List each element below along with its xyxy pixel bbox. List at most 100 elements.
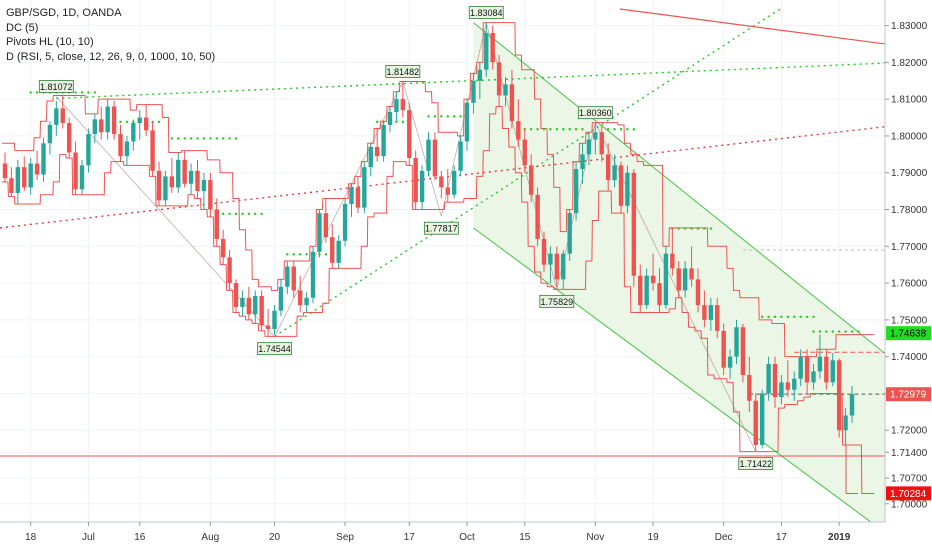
pivot-label-text: 1.77817 (425, 224, 458, 234)
price-tag-box (886, 486, 931, 501)
signal-dot (395, 120, 398, 124)
candle-body (843, 415, 848, 431)
candle-body (676, 268, 681, 291)
candle-body (336, 240, 341, 263)
candle-body (330, 237, 335, 263)
candle-body (445, 187, 450, 195)
signal-dot (780, 315, 783, 319)
legend-symbol[interactable]: GBP/SGD, 1D, OANDA (6, 7, 122, 19)
signal-dot (292, 253, 295, 256)
y-tick-label: 1.81000 (891, 95, 928, 106)
candle-body (830, 360, 835, 383)
candle-body (208, 180, 213, 210)
x-tick-label: 20 (269, 532, 281, 543)
x-tick-label: 17 (404, 532, 416, 543)
candle-body (34, 163, 40, 175)
pivot-label-text: 1.75829 (541, 297, 574, 307)
signal-dot (773, 315, 777, 319)
candle-body (451, 170, 457, 195)
candle-body (124, 141, 130, 157)
candle-body (86, 134, 91, 166)
y-axis: 1.83000 1.82000 1.81000 1.80000 1.79000 1.780… (884, 0, 931, 522)
candle-body (131, 123, 136, 142)
candle-body (593, 132, 598, 140)
candle-body (253, 295, 258, 315)
pivot-label-text: 1.74544 (258, 344, 291, 354)
signal-dot (825, 330, 828, 333)
candle-body (734, 327, 739, 357)
signal-dot (831, 330, 834, 333)
candle-body (516, 121, 521, 140)
legend-dc-indicator[interactable]: DC (5) (6, 21, 39, 34)
signal-dot (87, 91, 90, 94)
x-tick-label: 19 (648, 532, 660, 543)
candle-body (28, 163, 33, 188)
legend-d-indicator[interactable]: D (RSI, 5, close, 12, 26, 9, 0, 1000, 10… (6, 50, 216, 63)
candle-body (702, 305, 707, 320)
candle-body (137, 117, 142, 124)
signal-dot (254, 212, 257, 216)
candle-body (195, 170, 200, 192)
candle-body (759, 393, 765, 445)
price-tag-box (886, 326, 931, 341)
candle-body (349, 187, 354, 204)
candle-body (580, 154, 585, 170)
candle-body (66, 123, 72, 153)
candle-body (779, 382, 784, 398)
signal-dot (683, 227, 687, 230)
candle-body (618, 165, 624, 206)
legend-pivots-indicator[interactable]: Pivots HL (10, 10) (6, 36, 94, 48)
candle-body (201, 180, 207, 192)
signal-dot (35, 91, 39, 94)
candle-body (836, 360, 842, 431)
signal-dot (619, 128, 623, 131)
candle-body (721, 330, 726, 368)
x-tick-label: Nov (586, 532, 604, 543)
pivot-label-box (385, 64, 421, 78)
trend-line-red-solid (619, 8, 885, 45)
pivot-label-box (38, 80, 74, 93)
candle-body (227, 257, 232, 284)
candle-body (22, 167, 27, 188)
x-tick-label: Oct (459, 532, 475, 543)
pivot-label-text: 1.80360 (579, 108, 612, 118)
candle-body (41, 143, 46, 175)
y-tick-label: 1.78000 (891, 205, 928, 216)
signal-dot (286, 253, 289, 256)
x-tick-label: 16 (134, 532, 146, 543)
y-tick-label: 1.72000 (891, 426, 928, 437)
candle-body (740, 327, 746, 376)
pivot-labels: 1.81072 1.81482 1.83084 1.80360 1.74544 1.778… (38, 6, 774, 470)
candle-body (747, 375, 752, 401)
signal-dot (93, 91, 97, 94)
signal-dot (786, 315, 790, 319)
plot-area (0, 8, 885, 522)
signal-dot (177, 137, 180, 140)
candle-body (490, 32, 495, 63)
candle-body (413, 157, 418, 203)
signal-dot (433, 115, 437, 118)
signal-dot (696, 227, 700, 230)
pivot-label: 1.81482 (385, 64, 421, 78)
candle-body (278, 286, 284, 311)
candle-body (310, 251, 316, 298)
signal-dot (844, 330, 847, 333)
signal-dot (606, 128, 610, 131)
candle-body (381, 124, 386, 157)
signal-dot (170, 137, 174, 140)
signal-dot (119, 120, 122, 124)
donchian-upper (2, 22, 875, 358)
candle-body (689, 268, 694, 280)
candle-body (471, 80, 476, 103)
candle-body (60, 108, 65, 124)
signal-dot (574, 128, 578, 131)
candle-body (15, 167, 21, 193)
signal-dot (452, 115, 456, 118)
candle-body (849, 394, 855, 416)
candle-body (631, 172, 637, 276)
channel-upper-line (473, 22, 885, 355)
y-tick-label: 1.82000 (891, 58, 928, 69)
signal-dot (228, 212, 231, 216)
signal-dot (626, 128, 629, 131)
